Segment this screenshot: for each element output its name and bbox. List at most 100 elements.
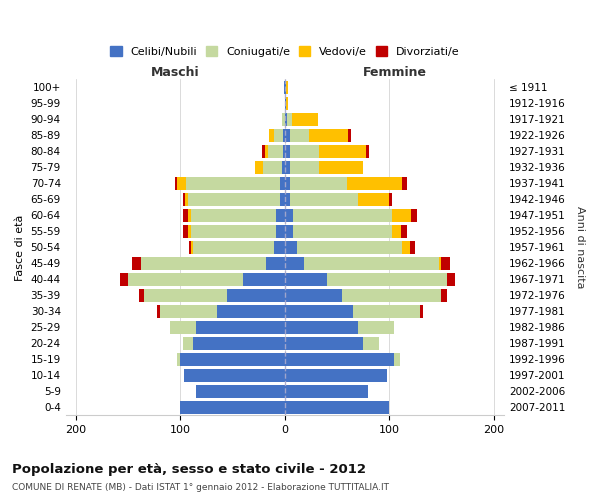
Bar (285, 193, 290, 206)
Bar (189, 241, 191, 254)
Bar (181, 353, 285, 366)
Legend: Celibi/Nubili, Coniugati/e, Vedovi/e, Divorziati/e: Celibi/Nubili, Coniugati/e, Vedovi/e, Di… (106, 42, 464, 61)
Bar (290, 177, 347, 190)
Bar (188, 209, 191, 222)
Bar (178, 177, 185, 190)
Bar (281, 161, 285, 174)
Bar (157, 305, 160, 318)
Bar (191, 209, 277, 222)
Bar (184, 368, 285, 382)
Bar (181, 400, 285, 414)
Bar (284, 81, 285, 94)
Bar (188, 225, 191, 238)
Bar (280, 177, 285, 190)
Bar (285, 97, 286, 110)
Bar (196, 321, 285, 334)
Bar (358, 321, 394, 334)
Bar (217, 305, 285, 318)
Bar (366, 145, 370, 158)
Bar (285, 337, 363, 350)
Bar (394, 353, 400, 366)
Bar (182, 193, 185, 206)
Bar (401, 177, 407, 190)
Bar (265, 145, 268, 158)
Bar (286, 97, 288, 110)
Bar (182, 225, 188, 238)
Bar (285, 273, 326, 286)
Bar (182, 209, 188, 222)
Y-axis label: Fasce di età: Fasce di età (15, 214, 25, 280)
Bar (285, 353, 394, 366)
Text: Popolazione per età, sesso e stato civile - 2012: Popolazione per età, sesso e stato civil… (12, 462, 366, 475)
Bar (358, 193, 389, 206)
Bar (293, 209, 392, 222)
Bar (401, 241, 410, 254)
Bar (141, 257, 266, 270)
Bar (193, 337, 285, 350)
Bar (178, 353, 181, 366)
Bar (283, 129, 285, 142)
Text: Femmine: Femmine (362, 66, 427, 80)
Bar (285, 321, 358, 334)
Bar (347, 177, 401, 190)
Bar (139, 289, 144, 302)
Bar (182, 337, 193, 350)
Bar (290, 161, 319, 174)
Bar (266, 257, 285, 270)
Bar (421, 305, 422, 318)
Bar (287, 113, 292, 126)
Bar (410, 241, 415, 254)
Bar (285, 368, 387, 382)
Bar (392, 225, 401, 238)
Bar (160, 305, 217, 318)
Bar (285, 113, 287, 126)
Bar (285, 129, 290, 142)
Bar (262, 145, 265, 158)
Bar (285, 225, 293, 238)
Bar (185, 193, 188, 206)
Bar (363, 337, 379, 350)
Bar (120, 273, 128, 286)
Bar (349, 129, 350, 142)
Bar (269, 129, 274, 142)
Bar (191, 241, 193, 254)
Bar (290, 145, 319, 158)
Bar (286, 81, 288, 94)
Bar (133, 257, 141, 270)
Bar (285, 289, 342, 302)
Bar (193, 241, 274, 254)
Bar (285, 400, 389, 414)
Bar (290, 193, 358, 206)
Bar (304, 257, 439, 270)
Bar (128, 273, 243, 286)
Bar (285, 145, 290, 158)
Bar (277, 209, 285, 222)
Bar (281, 113, 285, 126)
Bar (175, 177, 178, 190)
Bar (285, 257, 304, 270)
Bar (309, 129, 349, 142)
Bar (254, 161, 263, 174)
Bar (274, 129, 283, 142)
Bar (285, 305, 353, 318)
Bar (285, 384, 368, 398)
Bar (285, 241, 298, 254)
Bar (319, 145, 366, 158)
Bar (392, 209, 411, 222)
Bar (280, 193, 285, 206)
Bar (290, 129, 309, 142)
Bar (446, 273, 455, 286)
Bar (144, 289, 227, 302)
Bar (326, 273, 446, 286)
Bar (292, 113, 318, 126)
Bar (293, 225, 392, 238)
Text: COMUNE DI RENATE (MB) - Dati ISTAT 1° gennaio 2012 - Elaborazione TUTTITALIA.IT: COMUNE DI RENATE (MB) - Dati ISTAT 1° ge… (12, 482, 389, 492)
Bar (191, 225, 277, 238)
Bar (170, 321, 196, 334)
Bar (442, 289, 446, 302)
Bar (263, 161, 281, 174)
Bar (411, 209, 418, 222)
Bar (196, 384, 285, 398)
Bar (185, 177, 280, 190)
Y-axis label: Anni di nascita: Anni di nascita (575, 206, 585, 288)
